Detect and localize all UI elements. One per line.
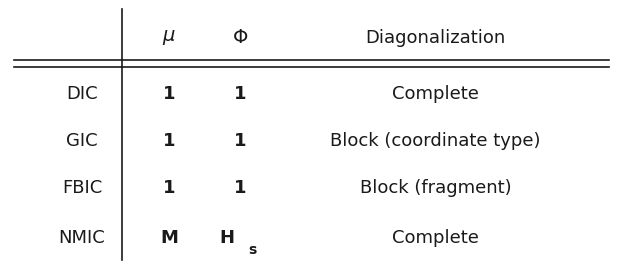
Text: 1: 1 [163, 179, 175, 197]
Text: $\Phi$: $\Phi$ [232, 29, 249, 48]
Text: 1: 1 [163, 132, 175, 150]
Text: 1: 1 [234, 132, 247, 150]
Text: $\mu$: $\mu$ [162, 29, 176, 48]
Text: $\mathbf{s}$: $\mathbf{s}$ [248, 243, 257, 257]
Text: Diagonalization: Diagonalization [366, 29, 506, 47]
Text: Block (coordinate type): Block (coordinate type) [330, 132, 541, 150]
Text: 1: 1 [234, 85, 247, 103]
Text: Complete: Complete [392, 229, 479, 247]
Text: $\mathbf{H}$: $\mathbf{H}$ [219, 229, 234, 247]
Text: Complete: Complete [392, 85, 479, 103]
Text: FBIC: FBIC [62, 179, 102, 197]
Text: 1: 1 [163, 85, 175, 103]
Text: NMIC: NMIC [59, 229, 105, 247]
Text: GIC: GIC [66, 132, 98, 150]
Text: Block (fragment): Block (fragment) [359, 179, 511, 197]
Text: M: M [160, 229, 178, 247]
Text: DIC: DIC [66, 85, 98, 103]
Text: 1: 1 [234, 179, 247, 197]
